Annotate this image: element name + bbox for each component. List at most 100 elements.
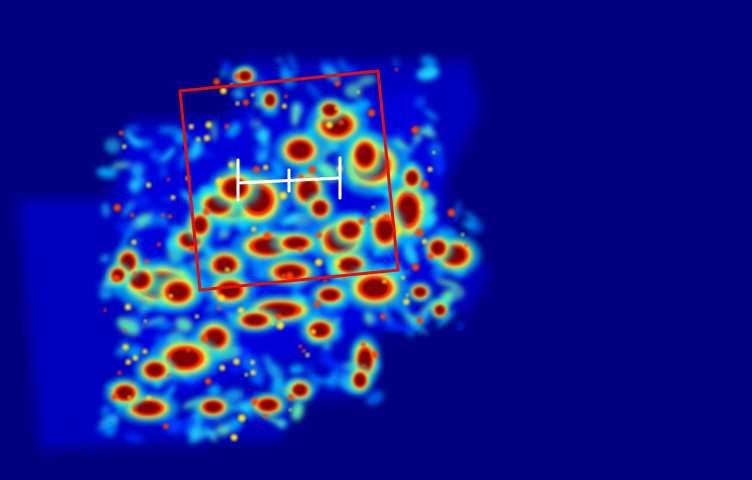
speck <box>163 423 168 428</box>
speck <box>250 360 255 365</box>
speck <box>324 279 327 282</box>
hot-spot <box>134 354 176 385</box>
speck <box>279 192 287 200</box>
speck <box>298 247 303 252</box>
speck <box>358 218 365 225</box>
speck <box>144 320 147 323</box>
speck <box>422 239 427 244</box>
speck <box>305 353 309 357</box>
speck <box>448 209 455 216</box>
hot-spot <box>209 167 261 209</box>
speck <box>383 214 390 221</box>
speck <box>238 414 245 421</box>
speck <box>130 213 134 217</box>
speck <box>311 329 316 334</box>
hot-spot <box>260 87 281 113</box>
speck <box>123 328 126 331</box>
speck <box>343 278 346 281</box>
hot-spot <box>329 212 371 248</box>
speck <box>243 100 249 106</box>
hot-spot <box>229 307 281 333</box>
speck <box>308 166 316 174</box>
speck <box>406 294 409 297</box>
speck <box>204 135 210 141</box>
speck <box>421 181 429 189</box>
speck <box>189 246 194 251</box>
speck <box>428 167 433 172</box>
speck <box>231 434 238 441</box>
speck <box>288 394 294 400</box>
speck <box>432 151 435 154</box>
speck <box>238 307 244 313</box>
speck <box>146 183 151 188</box>
speck <box>171 195 176 200</box>
speck <box>289 408 292 411</box>
speck <box>131 240 136 245</box>
speck <box>411 126 418 133</box>
speck <box>382 280 386 284</box>
speck <box>200 335 207 342</box>
speck <box>125 359 130 364</box>
speck <box>114 204 121 211</box>
speck <box>264 232 271 239</box>
speck <box>282 104 287 109</box>
speck <box>253 166 260 173</box>
speck <box>316 232 322 238</box>
speck <box>225 267 229 271</box>
speck <box>251 93 254 96</box>
speck <box>228 162 234 168</box>
speck <box>111 394 117 400</box>
speck <box>465 244 468 247</box>
hot-spot <box>104 377 146 408</box>
speck <box>251 398 258 405</box>
speck <box>233 359 239 365</box>
speck <box>218 295 225 302</box>
hot-spot <box>344 129 386 181</box>
speck <box>401 276 405 280</box>
hot-spot <box>105 262 131 288</box>
speck <box>216 178 224 186</box>
speck <box>104 309 107 312</box>
speck <box>461 233 464 236</box>
speck <box>133 272 137 276</box>
speck <box>147 396 151 400</box>
speck <box>368 109 375 116</box>
hot-spot <box>299 314 341 345</box>
speck <box>335 107 338 110</box>
speck <box>362 365 366 369</box>
speck <box>281 274 286 279</box>
speck <box>263 414 268 419</box>
speck <box>117 371 121 375</box>
speck <box>205 378 211 384</box>
speck <box>119 131 124 136</box>
speck <box>133 355 139 361</box>
speck <box>427 253 433 259</box>
speck <box>412 264 419 271</box>
hot-spot <box>152 271 204 313</box>
speck <box>244 373 247 376</box>
speck <box>315 259 322 266</box>
hot-spot <box>430 300 451 321</box>
hot-spot <box>314 97 345 123</box>
speck <box>203 208 210 215</box>
hot-spot <box>270 230 322 256</box>
speck <box>417 317 423 323</box>
speck <box>125 304 131 310</box>
hot-spot <box>399 162 425 193</box>
speck <box>380 314 386 320</box>
speck <box>395 68 398 71</box>
speck <box>371 351 378 358</box>
speck <box>123 344 129 350</box>
speck <box>167 178 170 181</box>
speck <box>219 365 225 371</box>
speck <box>195 314 199 318</box>
speck <box>415 229 423 237</box>
speck <box>189 124 194 129</box>
hot-spot <box>347 364 373 395</box>
speck <box>186 348 191 353</box>
speck <box>314 301 321 308</box>
speck <box>334 259 340 265</box>
speck <box>196 137 200 141</box>
speck <box>142 349 147 354</box>
